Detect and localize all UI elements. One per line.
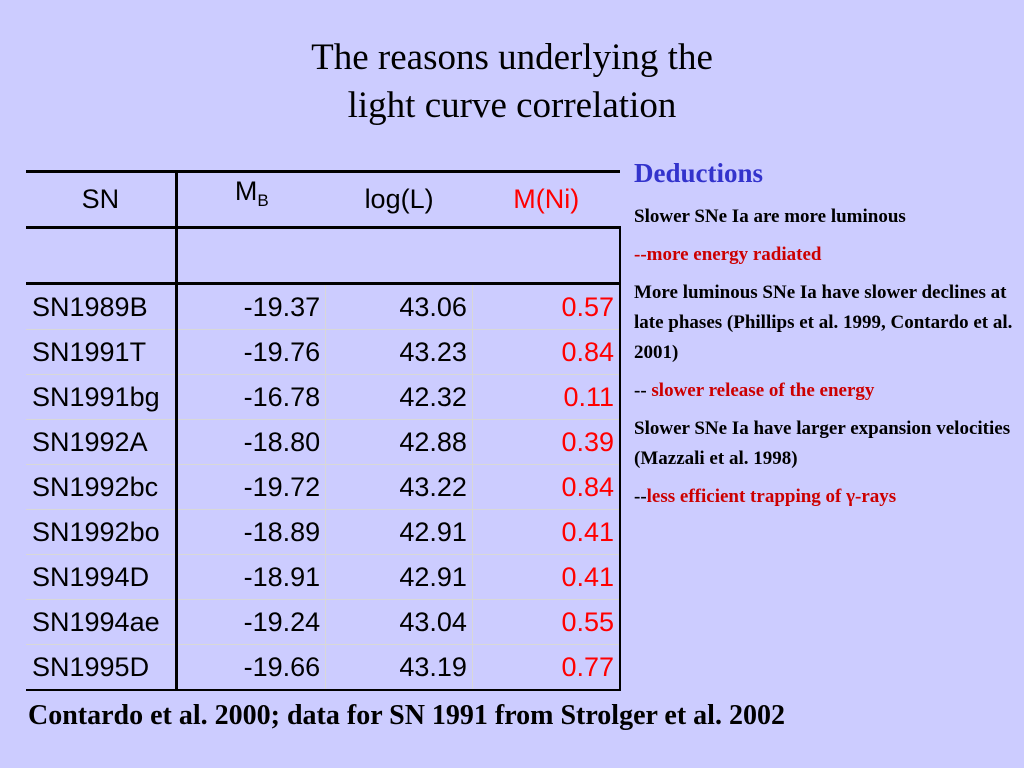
table-row: SN1991bg -16.78 42.32 0.11 (26, 374, 621, 420)
table-row: SN1989B -19.37 43.06 0.57 (26, 283, 621, 330)
deduction-slower-release-text: slower release of the energy (651, 380, 875, 401)
citation-footer: Contardo et al. 2000; data for SN 1991 f… (28, 700, 785, 731)
cell-mb: -18.80 (176, 419, 327, 465)
table-row: SN1992bo -18.89 42.91 0.41 (26, 509, 621, 555)
deductions-heading: Deductions (634, 158, 764, 188)
header-mb-main: M (234, 176, 258, 206)
deduction-gamma-trapping: --less efficient trapping of γ-rays (634, 482, 1019, 512)
cell-mb: -19.72 (176, 464, 327, 510)
cell-sn: SN1991T (26, 329, 178, 375)
cell-mni: 0.57 (472, 283, 621, 330)
table-row: SN1994ae -19.24 43.04 0.55 (26, 599, 621, 645)
header-sn: SN (26, 170, 178, 228)
cell-mb: -19.37 (176, 283, 327, 330)
cell-mni: 0.77 (472, 644, 621, 691)
title-line-1: The reasons underlying the (311, 37, 713, 78)
cell-mb: -19.66 (176, 644, 327, 691)
cell-mni: 0.84 (472, 464, 621, 510)
deduction-luminous: Slower SNe Ia are more luminous (634, 206, 906, 227)
deduction-expansion-velocities: Slower SNe Ia have larger expansion velo… (634, 418, 1011, 469)
cell-mni: 0.41 (472, 554, 621, 600)
cell-sn: SN1989B (26, 283, 178, 330)
cell-sn: SN1991bg (26, 374, 178, 420)
header-mb-sub: B (257, 191, 269, 210)
cell-logl: 42.32 (325, 374, 473, 420)
title-line-2: light curve correlation (347, 85, 677, 126)
table-row: SN1992A -18.80 42.88 0.39 (26, 419, 621, 465)
header-mb: MB (176, 170, 326, 228)
cell-mni: 0.41 (472, 509, 621, 555)
cell-sn: SN1994ae (26, 599, 178, 645)
header-mni: M(Ni) (472, 170, 620, 228)
cell-logl: 42.88 (325, 419, 473, 465)
table-row: SN1994D -18.91 42.91 0.41 (26, 554, 621, 600)
cell-mb: -19.24 (176, 599, 327, 645)
cell-mni: 0.55 (472, 599, 621, 645)
cell-logl: 42.91 (325, 509, 473, 555)
cell-sn: SN1994D (26, 554, 178, 600)
cell-sn: SN1992bc (26, 464, 178, 510)
cell-sn: SN1992A (26, 419, 178, 465)
supernova-table-container: SN MB log(L) M(Ni) SN1989B -19.37 43.06 … (26, 170, 621, 691)
slide-title: The reasons underlying the light curve c… (0, 34, 1024, 130)
header-logl: log(L) (325, 170, 473, 228)
deduction-slower-release: -- slower release of the energy (634, 376, 1019, 406)
table-body: SN1989B -19.37 43.06 0.57 SN1991T -19.76… (26, 283, 621, 691)
cell-mb: -18.91 (176, 554, 327, 600)
table-header-row: SN MB log(L) M(Ni) (26, 170, 620, 228)
cell-logl: 42.91 (325, 554, 473, 600)
cell-mb: -16.78 (176, 374, 327, 420)
table-row: SN1991T -19.76 43.23 0.84 (26, 329, 621, 375)
cell-mni: 0.11 (472, 374, 621, 420)
deduction-energy-radiated: --more energy radiated (634, 244, 822, 265)
deduction-slower-release-prefix: -- (634, 380, 652, 401)
cell-mni: 0.39 (472, 419, 621, 465)
deductions-panel: Deductions Slower SNe Ia are more lumino… (634, 156, 1019, 520)
cell-logl: 43.06 (325, 283, 473, 330)
deduction-gamma-text: less efficient trapping of γ-rays (646, 486, 897, 507)
cell-mb: -18.89 (176, 509, 327, 555)
table-row: SN1992bc -19.72 43.22 0.84 (26, 464, 621, 510)
deduction-slower-declines: More luminous SNe Ia have slower decline… (634, 282, 1013, 363)
table-row: SN1995D -19.66 43.19 0.77 (26, 644, 621, 691)
cell-logl: 43.19 (325, 644, 473, 691)
supernova-table: SN MB log(L) M(Ni) SN1989B -19.37 43.06 … (26, 170, 621, 691)
deduction-gamma-prefix: -- (634, 486, 647, 507)
cell-sn: SN1995D (26, 644, 178, 691)
cell-sn: SN1992bo (26, 509, 178, 555)
cell-mb: -19.76 (176, 329, 327, 375)
cell-mni: 0.84 (472, 329, 621, 375)
header-separator (26, 226, 621, 285)
cell-logl: 43.22 (325, 464, 473, 510)
cell-logl: 43.23 (325, 329, 473, 375)
cell-logl: 43.04 (325, 599, 473, 645)
